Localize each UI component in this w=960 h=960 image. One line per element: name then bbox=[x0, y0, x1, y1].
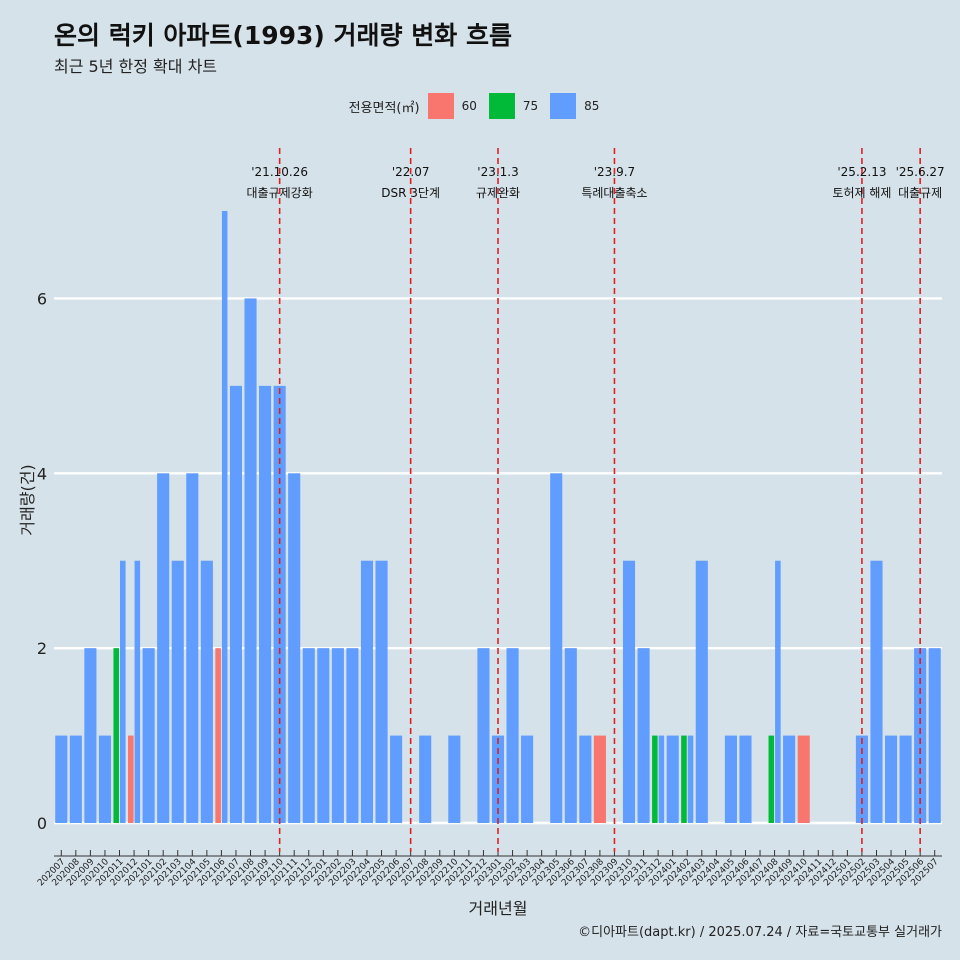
chart-title: 온의 럭키 아파트(1993) 거래량 변화 흐름 bbox=[54, 21, 512, 50]
event-label: 규제완화 bbox=[476, 186, 520, 200]
bar-202206-85 bbox=[390, 735, 403, 823]
y-tick-label: 0 bbox=[37, 814, 47, 833]
bar-202107-85 bbox=[229, 385, 243, 823]
bar-202106-85 bbox=[221, 211, 228, 823]
legend-item-60: 60 bbox=[427, 93, 477, 119]
bar-202105-85 bbox=[200, 560, 213, 823]
bar-202406-85 bbox=[739, 735, 752, 823]
y-tick-label: 4 bbox=[37, 464, 47, 483]
bar-202302-85 bbox=[506, 648, 519, 823]
y-tick-label: 6 bbox=[37, 289, 47, 308]
source-caption: ©디아파트(dapt.kr) / 2025.07.24 / 자료=국토교통부 실… bbox=[578, 925, 942, 940]
legend-item-85: 85 bbox=[550, 93, 599, 119]
bar-202308-60 bbox=[593, 735, 606, 823]
bar-202101-85 bbox=[142, 648, 155, 823]
chart-subtitle: 최근 5년 한정 확대 차트 bbox=[54, 57, 218, 76]
bar-202503-85 bbox=[870, 560, 883, 823]
bar-202506-85 bbox=[914, 648, 927, 823]
bar-202401-85 bbox=[666, 735, 679, 823]
legend-swatch-75 bbox=[488, 93, 515, 119]
bar-202111-85 bbox=[288, 473, 301, 823]
bar-202108-85 bbox=[244, 298, 257, 823]
bar-202307-85 bbox=[579, 735, 592, 823]
bar-202102-85 bbox=[157, 473, 170, 823]
bar-202403-85 bbox=[695, 560, 708, 823]
bar-202306-85 bbox=[564, 648, 577, 823]
bar-202402-85 bbox=[687, 735, 694, 823]
bar-202208-85 bbox=[419, 735, 432, 823]
bar-202402-75 bbox=[681, 735, 687, 823]
bar-202212-85 bbox=[477, 648, 490, 823]
bar-202312-75 bbox=[652, 735, 658, 823]
bar-202311-85 bbox=[637, 648, 650, 823]
legend-label-60: 60 bbox=[461, 99, 477, 113]
legend-swatch-60 bbox=[427, 93, 454, 119]
bar-202408-85 bbox=[775, 560, 781, 823]
event-date-label: '25.6.27 bbox=[896, 165, 945, 179]
event-label: DSR 3단계 bbox=[381, 186, 440, 200]
bar-202305-85 bbox=[550, 473, 563, 823]
bar-202409-85 bbox=[783, 735, 796, 823]
bar-202405-85 bbox=[724, 735, 737, 823]
bar-202109-85 bbox=[259, 385, 272, 823]
legend: 전용면적(㎡) 60 75 85 bbox=[0, 93, 960, 119]
bar-202204-85 bbox=[360, 560, 374, 823]
bar-202112-85 bbox=[302, 648, 315, 823]
bar-202205-85 bbox=[375, 560, 388, 823]
bar-202201-85 bbox=[317, 648, 330, 823]
legend-label-85: 85 bbox=[584, 99, 600, 113]
bar-202312-85 bbox=[658, 735, 665, 823]
legend-title: 전용면적(㎡) bbox=[348, 100, 420, 116]
bar-202106-60 bbox=[215, 648, 221, 823]
event-label: 토허제 해제 bbox=[832, 186, 891, 200]
bar-202011-85 bbox=[120, 560, 126, 823]
legend-item-75: 75 bbox=[488, 93, 539, 119]
bar-202009-85 bbox=[84, 648, 97, 823]
x-axis-title: 거래년월 bbox=[469, 899, 528, 918]
y-axis-title: 거래량(건) bbox=[18, 464, 37, 535]
y-tick-label: 2 bbox=[37, 639, 47, 658]
event-label: 대출규제 bbox=[898, 186, 942, 200]
bar-202303-85 bbox=[521, 735, 534, 823]
bar-202507-85 bbox=[928, 648, 941, 823]
legend-label-75: 75 bbox=[522, 99, 539, 113]
bar-202210-85 bbox=[448, 735, 461, 823]
event-date-label: '25.2.13 bbox=[837, 165, 886, 179]
event-label: 특례대출축소 bbox=[581, 186, 647, 200]
event-date-label: '23.9.7 bbox=[594, 165, 635, 179]
bar-202012-60 bbox=[128, 735, 134, 823]
bar-202505-85 bbox=[899, 735, 912, 823]
bar-202203-85 bbox=[346, 648, 359, 823]
bar-202011-75 bbox=[113, 648, 120, 823]
event-date-label: '22.07 bbox=[392, 165, 430, 179]
bar-202012-85 bbox=[134, 560, 141, 823]
bar-202202-85 bbox=[331, 648, 344, 823]
bar-202104-85 bbox=[186, 473, 199, 823]
bar-202110-85 bbox=[273, 385, 286, 823]
event-date-label: '23.1.3 bbox=[477, 165, 518, 179]
bar-202504-85 bbox=[884, 735, 898, 823]
legend-swatch-85 bbox=[550, 93, 577, 119]
bar-202103-85 bbox=[171, 560, 184, 823]
bar-202408-75 bbox=[768, 735, 775, 823]
bar-202007-85 bbox=[55, 735, 68, 823]
event-date-label: '21.10.26 bbox=[251, 165, 308, 179]
bar-202310-85 bbox=[622, 560, 636, 823]
bar-202010-85 bbox=[98, 735, 112, 823]
bar-202008-85 bbox=[69, 735, 82, 823]
bar-202410-60 bbox=[797, 735, 810, 823]
event-label: 대출규제강화 bbox=[247, 186, 313, 200]
